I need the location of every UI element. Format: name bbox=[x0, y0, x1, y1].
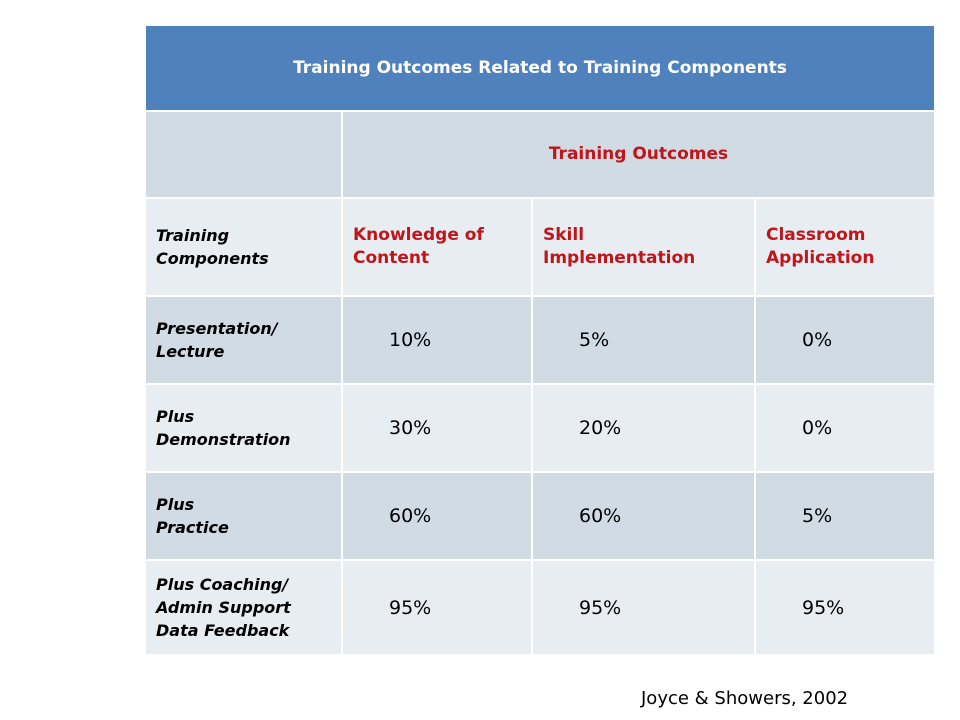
cell-value: 95% bbox=[532, 560, 755, 655]
cell-value: 95% bbox=[342, 560, 532, 655]
cell-value: 10% bbox=[342, 296, 532, 384]
cell-value: 30% bbox=[342, 384, 532, 472]
row-label: Plus Demonstration bbox=[145, 384, 342, 472]
cell-value: 20% bbox=[532, 384, 755, 472]
citation: Joyce & Showers, 2002 bbox=[641, 688, 849, 709]
cell-value: 5% bbox=[755, 472, 935, 560]
cell-value: 0% bbox=[755, 296, 935, 384]
row-label: Presentation/ Lecture bbox=[145, 296, 342, 384]
empty-cell bbox=[145, 111, 342, 198]
column-header: Classroom Application bbox=[755, 198, 935, 296]
cell-value: 5% bbox=[532, 296, 755, 384]
cell-value: 60% bbox=[532, 472, 755, 560]
table-title: Training Outcomes Related to Training Co… bbox=[145, 25, 935, 111]
cell-value: 95% bbox=[755, 560, 935, 655]
column-header: Skill Implementation bbox=[532, 198, 755, 296]
cell-value: 0% bbox=[755, 384, 935, 472]
row-label: Plus Practice bbox=[145, 472, 342, 560]
column-header: Knowledge of Content bbox=[342, 198, 532, 296]
row-header-label: Training Components bbox=[145, 198, 342, 296]
cell-value: 60% bbox=[342, 472, 532, 560]
row-label: Plus Coaching/ Admin Support Data Feedba… bbox=[145, 560, 342, 655]
group-header: Training Outcomes bbox=[342, 111, 935, 198]
